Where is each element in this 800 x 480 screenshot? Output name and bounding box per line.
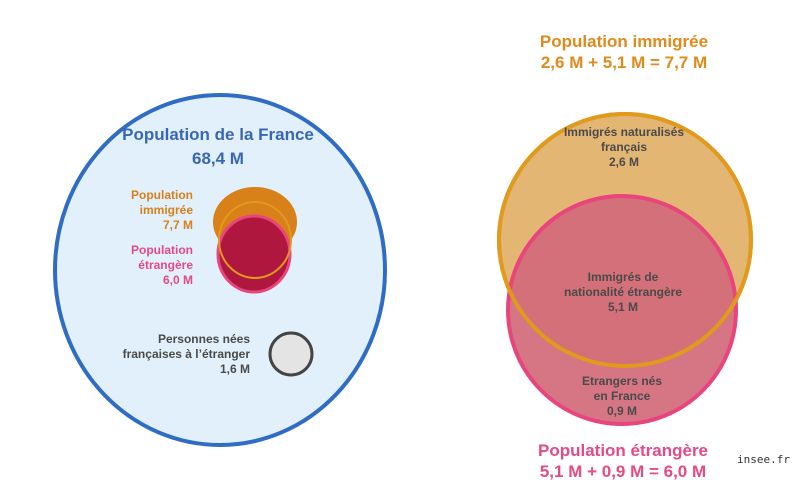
france-title: Population de la France xyxy=(122,125,314,144)
france-value: 68,4 M xyxy=(192,149,244,168)
immigre-detail-outline xyxy=(497,112,753,368)
expat-label-value: 1,6 M xyxy=(220,362,250,376)
overlap-line1: Immigrés de xyxy=(588,270,659,284)
naturalises-value: 2,6 M xyxy=(609,155,639,169)
naturalises-line2: français xyxy=(601,140,647,154)
naturalises-line1: Immigrés naturalisés xyxy=(564,125,684,139)
immigre-label-line2: immigrée xyxy=(140,203,194,217)
nes-france-line1: Etrangers nés xyxy=(582,374,662,388)
etrangere-label-line1: Population xyxy=(131,243,193,257)
immigre-title: Population immigrée xyxy=(540,32,708,51)
immigre-label-line1: Population xyxy=(131,188,193,202)
immigre-equation: 2,6 M + 5,1 M = 7,7 M xyxy=(541,53,707,72)
expat-population-circle xyxy=(268,331,314,377)
nes-france-value: 0,9 M xyxy=(607,404,637,418)
nes-france-line2: en France xyxy=(594,389,651,403)
etrangere-label-value: 6,0 M xyxy=(163,273,193,287)
expat-label-line2: françaises à l’étranger xyxy=(123,347,251,361)
etrangere-title: Population étrangère xyxy=(538,441,708,460)
overlap-value: 5,1 M xyxy=(608,300,638,314)
immigre-label-value: 7,7 M xyxy=(163,218,193,232)
etrangere-detail-circle xyxy=(506,194,738,426)
immigre-population-outline xyxy=(218,201,292,279)
etrangere-label-line2: étrangère xyxy=(138,258,193,272)
expat-label-line1: Personnes nées xyxy=(158,332,250,346)
overlap-line2: nationalité étrangère xyxy=(564,285,682,299)
etrangere-equation: 5,1 M + 0,9 M = 6,0 M xyxy=(540,462,706,480)
source-credit: insee.fr xyxy=(737,453,790,466)
etrangere-population-circle xyxy=(216,214,292,294)
